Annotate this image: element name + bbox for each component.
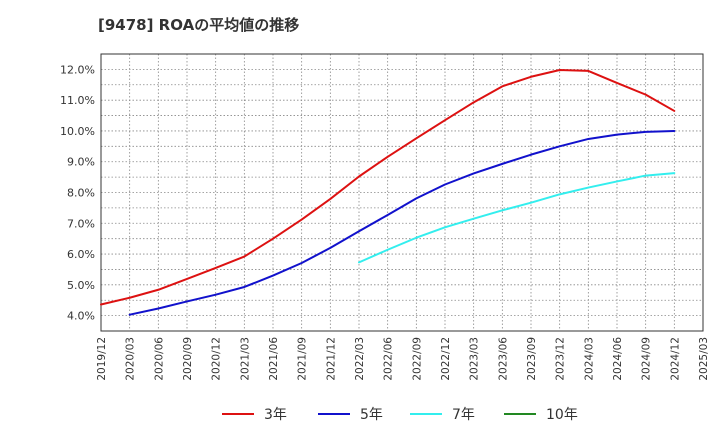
series-line-2 [128, 129, 676, 316]
series-line-3 [358, 172, 676, 264]
x-tick-label: 2022/03 [354, 337, 366, 381]
x-tick-label: 2025/03 [698, 337, 710, 381]
x-tick-label: 2020/12 [211, 337, 223, 381]
y-tick-label: 12.0% [60, 63, 95, 76]
y-tick-label: 7.0% [67, 217, 95, 230]
x-tick-label: 2022/09 [411, 337, 423, 381]
x-tick-label: 2021/06 [268, 337, 280, 381]
x-tick-label: 2024/06 [612, 337, 624, 381]
plot-frame [100, 53, 704, 332]
y-tick-label: 9.0% [67, 156, 95, 169]
x-tick-label: 2021/09 [297, 337, 309, 381]
legend-label-3: 7年 [452, 407, 475, 423]
x-tick-label: 2023/06 [497, 337, 509, 381]
x-tick-label: 2024/12 [669, 337, 681, 381]
x-tick-label: 2022/12 [440, 337, 452, 381]
x-tick-label: 2023/03 [469, 337, 481, 381]
x-tick-label: 2019/12 [96, 337, 108, 381]
x-tick-label: 2024/03 [583, 337, 595, 381]
series-line-1 [100, 69, 676, 306]
y-tick-label: 11.0% [60, 94, 95, 107]
x-tick-label: 2024/09 [641, 337, 653, 381]
x-tick-label: 2023/12 [555, 337, 567, 381]
legend-label-1: 3年 [264, 407, 287, 423]
legend-label-4: 10年 [546, 407, 578, 423]
chart-title: [9478] ROAの平均値の推移 [98, 16, 300, 34]
x-tick-label: 2020/06 [153, 337, 165, 381]
legend-label-2: 5年 [360, 407, 383, 423]
x-tick-label: 2022/06 [383, 337, 395, 381]
y-tick-label: 5.0% [67, 279, 95, 292]
y-tick-label: 6.0% [67, 248, 95, 261]
x-tick-label: 2023/09 [526, 337, 538, 381]
x-tick-label: 2021/12 [325, 337, 337, 381]
y-tick-label: 10.0% [60, 125, 95, 138]
x-tick-label: 2020/09 [182, 337, 194, 381]
y-tick-label: 4.0% [67, 310, 95, 323]
x-tick-label: 2021/03 [239, 337, 251, 381]
x-tick-label: 2020/03 [125, 337, 137, 381]
y-tick-label: 8.0% [67, 187, 95, 200]
